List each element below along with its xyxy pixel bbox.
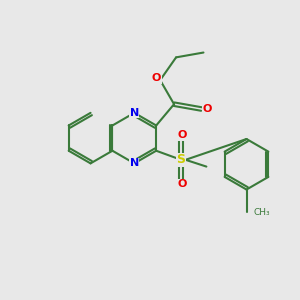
Text: O: O — [152, 73, 161, 83]
Text: N: N — [130, 158, 139, 168]
Text: O: O — [202, 104, 212, 114]
Text: O: O — [177, 179, 186, 190]
Text: S: S — [177, 153, 186, 166]
Text: CH₃: CH₃ — [254, 208, 271, 217]
Text: N: N — [130, 108, 139, 118]
Text: O: O — [177, 130, 186, 140]
